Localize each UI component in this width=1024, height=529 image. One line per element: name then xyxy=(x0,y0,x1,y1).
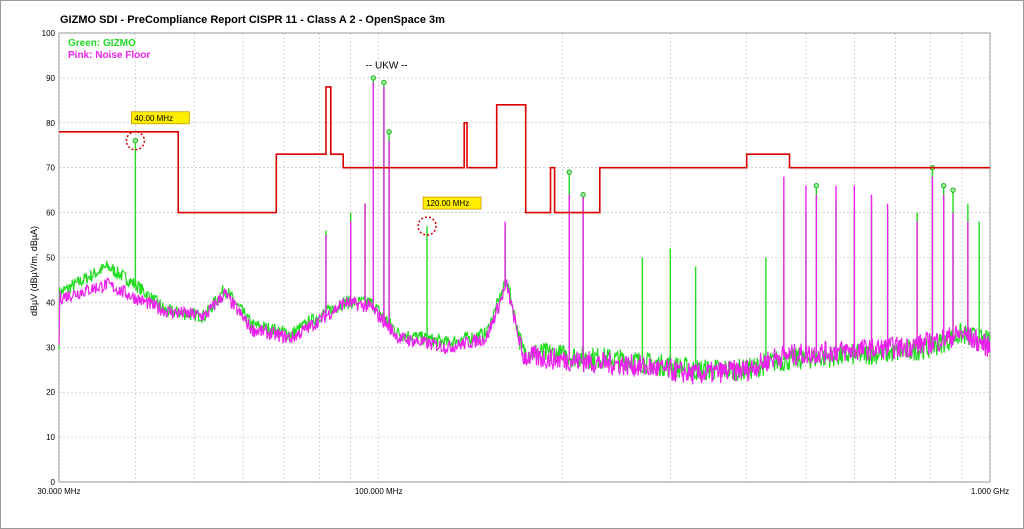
peak-dot xyxy=(941,182,947,189)
y-tick-labels: 0 10 20 30 40 50 60 70 80 90 100 xyxy=(42,29,56,487)
limit-line xyxy=(59,86,990,214)
marker-label: 120.00 MHz xyxy=(426,199,469,208)
y-tick-label: 80 xyxy=(46,119,55,128)
legend-item: Green: GIZMO xyxy=(68,38,136,49)
marker-circle xyxy=(125,131,146,151)
marker-circle xyxy=(417,216,437,236)
annotations: -- UKW -- xyxy=(366,60,408,71)
peak-dot xyxy=(370,75,376,81)
grid-lines xyxy=(58,32,991,483)
marker-label: 40.00 MHz xyxy=(134,114,173,123)
peak-dot xyxy=(813,182,820,189)
x-tick-labels: 30.000 MHz 100.000 MHz 1.000 GHz xyxy=(37,487,1009,496)
y-tick-label: 30 xyxy=(46,343,55,352)
x-tick-label: 1.000 GHz xyxy=(971,487,1009,496)
legend-item: Pink: Noise Floor xyxy=(68,50,150,61)
y-tick-label: 70 xyxy=(46,164,55,173)
peak-dot xyxy=(950,187,956,193)
y-tick-label: 100 xyxy=(42,29,56,38)
limit-line-layer xyxy=(59,86,990,214)
y-tick-label: 20 xyxy=(46,388,55,397)
series-noise-floor-trace xyxy=(58,277,991,385)
marker-label-box xyxy=(130,111,190,125)
peak-dot xyxy=(386,129,392,135)
y-tick-label: 10 xyxy=(46,433,55,442)
y-tick-label: 90 xyxy=(46,74,55,83)
peak-dot xyxy=(580,191,586,198)
peak-dot xyxy=(381,79,387,86)
peak-dot xyxy=(132,138,139,144)
ukw-annotation: -- UKW -- xyxy=(366,60,408,71)
chart-title: GIZMO SDI - PreCompliance Report CISPR 1… xyxy=(60,14,445,26)
marker-label-box xyxy=(422,196,482,210)
y-tick-label: 60 xyxy=(46,209,55,218)
peak-dot xyxy=(566,169,572,175)
y-tick-label: 50 xyxy=(46,254,55,263)
x-tick-label: 100.000 MHz xyxy=(355,487,403,496)
series-layer xyxy=(58,75,991,385)
y-tick-label: 40 xyxy=(46,298,55,307)
x-tick-label: 30.000 MHz xyxy=(37,487,80,496)
y-tick-label: 0 xyxy=(51,478,56,487)
marker-layer: 40.00 MHz 120.00 MHz xyxy=(125,111,482,236)
